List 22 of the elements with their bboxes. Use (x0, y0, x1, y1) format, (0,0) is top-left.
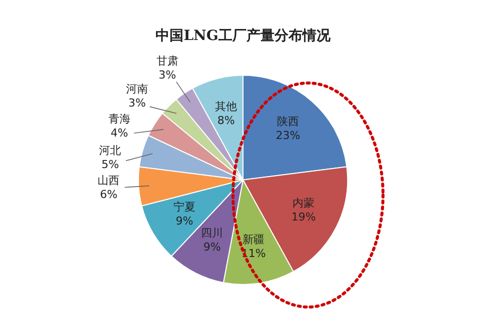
data-label: 9% (176, 214, 194, 228)
data-label: 8% (217, 114, 235, 127)
slice-label: 青海 (108, 112, 130, 126)
slice-label: 甘肃 (156, 54, 178, 68)
slice-label: 宁夏 (173, 200, 196, 214)
chart-title: 中国LNG工厂产量分布情况 (156, 27, 332, 44)
data-label: 6% (100, 188, 118, 202)
data-label: 3% (128, 96, 146, 110)
data-label: 3% (158, 68, 176, 82)
data-label: 5% (101, 158, 119, 171)
data-label: 23% (276, 128, 300, 142)
slice-label: 内蒙 (292, 196, 315, 210)
slice-label: 其他 (215, 100, 238, 113)
data-label: 19% (291, 210, 316, 224)
slice-label: 山西 (98, 174, 120, 188)
data-label: 4% (110, 126, 128, 140)
slice-label: 陕西 (276, 114, 299, 128)
data-label: 9% (203, 240, 221, 254)
slice-label: 河北 (99, 144, 122, 157)
slice-label: 四川 (201, 226, 224, 240)
slice-label: 新疆 (242, 232, 265, 246)
slice-label: 河南 (126, 82, 148, 96)
